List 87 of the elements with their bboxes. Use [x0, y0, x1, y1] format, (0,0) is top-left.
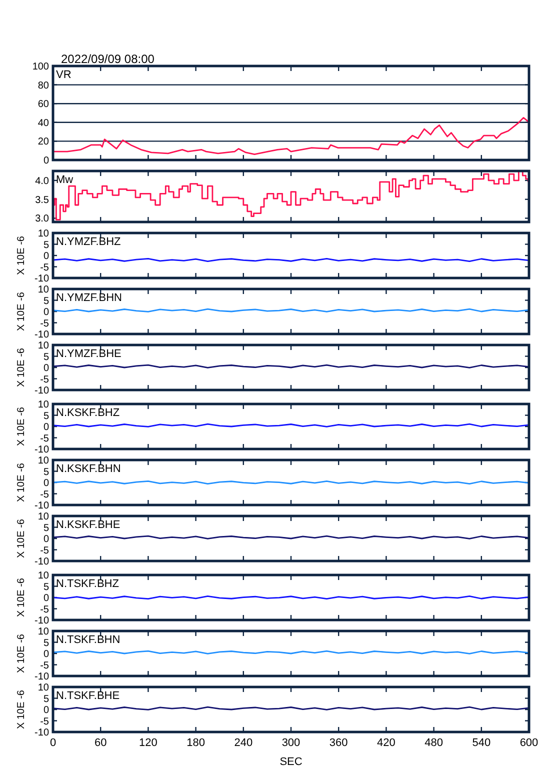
series-label: N.KSKF.BHN	[56, 463, 121, 475]
y-tick-label: 10	[38, 626, 50, 638]
series-label: N.TSKF.BHZ	[56, 578, 120, 590]
series-label: N.TSKF.BHE	[56, 690, 120, 702]
y-tick-label: -10	[34, 616, 50, 626]
y-tick-label: 0	[43, 534, 50, 545]
x-tick-label: 120	[139, 737, 158, 749]
y-tick-label: -5	[40, 545, 50, 556]
y-axis-title: X 10E -6	[16, 348, 27, 387]
y-tick-label: 5	[43, 240, 50, 251]
y-tick-label: 0	[43, 593, 50, 604]
x-tick-label: 540	[472, 737, 491, 749]
y-axis-title: X 10E -6	[16, 690, 27, 729]
y-tick-label: -5	[40, 660, 50, 672]
y-tick-label: -5	[40, 433, 50, 444]
series-label: N.YMZF.BHE	[56, 348, 122, 360]
y-tick-label: 10	[38, 682, 50, 694]
y-tick-label: 0	[43, 156, 50, 166]
y-tick-label: 0	[43, 478, 50, 489]
x-axis-title: SEC	[280, 756, 302, 768]
y-tick-label: 0	[43, 705, 50, 716]
y-tick-label: 10	[38, 284, 50, 296]
y-axis-title: X 10E -6	[16, 578, 27, 617]
series-label: N.YMZF.BHN	[56, 292, 122, 304]
y-axis-title: X 10E -6	[16, 634, 27, 673]
y-tick-label: 20	[38, 136, 50, 148]
y-tick-label: -10	[34, 444, 50, 456]
y-tick-label: 10	[38, 228, 50, 240]
y-tick-label: 40	[38, 118, 50, 129]
series-label: Mw	[56, 174, 74, 186]
x-tick-label: 600	[520, 737, 538, 749]
y-tick-label: 3.0	[35, 214, 50, 225]
y-tick-label: 5	[43, 410, 50, 422]
text: VR	[56, 69, 72, 81]
y-axis-title: X 10E -6	[16, 236, 27, 275]
y-tick-label: -10	[34, 274, 50, 284]
y-tick-label: 5	[43, 582, 50, 593]
series-label: N.KSKF.BHE	[56, 519, 120, 531]
y-tick-label: -5	[40, 262, 50, 274]
y-tick-label: -5	[40, 716, 50, 728]
y-tick-label: 10	[38, 512, 50, 522]
y-axis-title: X 10E -6	[16, 292, 27, 331]
y-tick-label: -10	[34, 728, 50, 738]
y-tick-label: -5	[40, 318, 50, 330]
y-tick-label: 5	[43, 352, 50, 363]
y-tick-label: -10	[34, 556, 50, 568]
x-tick-label: 60	[94, 737, 107, 749]
y-tick-label: 0	[43, 307, 50, 318]
y-tick-label: 5	[43, 296, 50, 307]
y-tick-label: -10	[34, 500, 50, 512]
series-label: N.TSKF.BHN	[56, 634, 120, 646]
y-tick-label: -10	[34, 386, 50, 396]
y-tick-label: 100	[32, 62, 50, 72]
y-tick-label: 10	[38, 400, 50, 410]
x-tick-label: 360	[329, 737, 348, 749]
y-tick-label: 5	[43, 638, 50, 649]
y-tick-label: 0	[43, 649, 50, 660]
y-axis-title: X 10E -6	[16, 406, 27, 446]
y-axis-title: X 10E -6	[16, 518, 27, 558]
line-series	[52, 117, 530, 156]
x-tick-label: 240	[234, 737, 253, 749]
x-tick-label: 180	[186, 737, 205, 749]
y-tick-label: -5	[40, 374, 50, 386]
y-tick-label: -10	[34, 672, 50, 682]
y-tick-label: 0	[43, 363, 50, 374]
y-tick-label: 0	[43, 422, 50, 433]
y-axis-title: X 10E -6	[16, 462, 27, 502]
x-tick-label: 420	[377, 737, 396, 749]
y-tick-label: 5	[43, 522, 50, 534]
x-tick-label: 300	[282, 737, 300, 749]
y-tick-label: -10	[34, 330, 50, 340]
y-tick-label: 80	[38, 80, 50, 92]
series-label: N.YMZF.BHZ	[56, 236, 122, 248]
chart-title: 2022/09/09 08:00	[61, 52, 155, 66]
y-tick-label: -5	[40, 604, 50, 616]
y-tick-label: 0	[43, 251, 50, 262]
y-tick-label: 3.5	[35, 194, 50, 206]
y-tick-label: 10	[38, 340, 50, 352]
y-tick-label: 5	[43, 694, 50, 705]
y-tick-label: 5	[43, 466, 50, 478]
series-label: N.KSKF.BHZ	[56, 407, 120, 419]
y-tick-label: 60	[38, 99, 50, 110]
y-tick-label: -5	[40, 489, 50, 500]
y-tick-label: 4.0	[35, 176, 50, 187]
x-tick-label: 480	[424, 737, 443, 749]
y-tick-label: 10	[38, 570, 50, 582]
y-tick-label: 10	[38, 456, 50, 466]
